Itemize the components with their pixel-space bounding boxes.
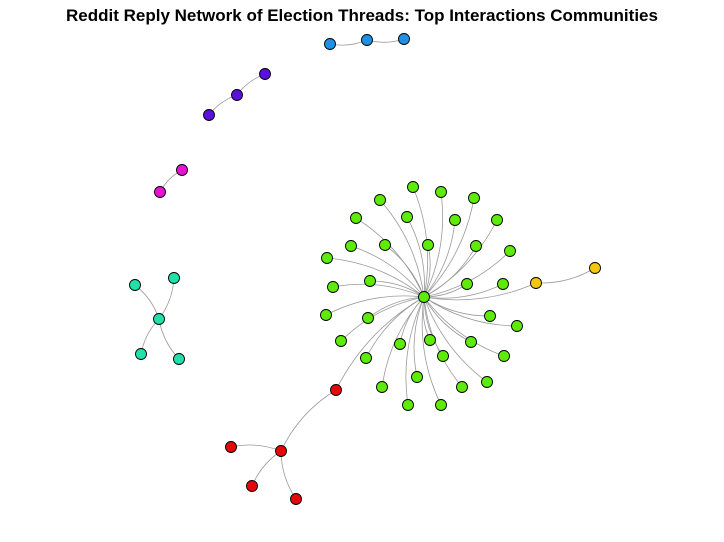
node-purple (203, 109, 215, 121)
edge (381, 296, 425, 388)
edge (423, 219, 456, 298)
node-green (497, 278, 509, 290)
node-green (360, 352, 372, 364)
edge (379, 199, 425, 298)
edge (326, 257, 425, 298)
node-green (491, 214, 503, 226)
node-green (465, 336, 477, 348)
edge (423, 245, 477, 298)
node-green (424, 334, 436, 346)
node-purple (231, 89, 243, 101)
node-green (449, 214, 461, 226)
node-magenta (176, 164, 188, 176)
node-purple (259, 68, 271, 80)
edge (423, 191, 444, 298)
node-red (330, 384, 342, 396)
node-green (379, 239, 391, 251)
node-magenta (154, 186, 166, 198)
edge (423, 296, 505, 357)
node-green (422, 239, 434, 251)
edge (423, 197, 475, 298)
node-green (470, 240, 482, 252)
node-green (402, 399, 414, 411)
node-red (275, 445, 287, 457)
node-teal (168, 272, 180, 284)
node-green (394, 338, 406, 350)
node-yellow (589, 262, 601, 274)
node-blue (324, 38, 336, 50)
node-green (481, 376, 493, 388)
edges-layer (134, 38, 596, 500)
node-green (435, 186, 447, 198)
edge (350, 245, 425, 298)
edge (134, 284, 160, 320)
node-red (225, 441, 237, 453)
edge (251, 450, 282, 487)
edge (423, 296, 472, 343)
edge (365, 296, 425, 359)
node-green (484, 310, 496, 322)
node-green (401, 211, 413, 223)
edge (325, 295, 425, 316)
node-green (468, 192, 480, 204)
edge (369, 280, 425, 298)
node-teal (153, 313, 165, 325)
node-green (504, 245, 516, 257)
graph-title: Reddit Reply Network of Election Threads… (66, 6, 658, 25)
node-green (320, 309, 332, 321)
edge (384, 244, 425, 298)
node-green (376, 381, 388, 393)
node-green (345, 240, 357, 252)
node-red (290, 493, 302, 505)
node-yellow (530, 277, 542, 289)
edge (280, 389, 337, 452)
nodes-layer (129, 33, 601, 505)
edge (158, 277, 175, 320)
edge (423, 250, 511, 298)
edge (423, 282, 537, 301)
node-green (374, 194, 386, 206)
edge (355, 217, 425, 298)
node-green (335, 335, 347, 347)
node-blue (398, 33, 410, 45)
edge (405, 296, 425, 406)
node-blue (361, 34, 373, 46)
node-green (327, 281, 339, 293)
edge (423, 296, 463, 388)
node-green (498, 350, 510, 362)
edge (423, 283, 468, 298)
node-green (350, 212, 362, 224)
edge (280, 450, 297, 500)
node-green (362, 312, 374, 324)
edge (421, 296, 442, 406)
node-teal (173, 353, 185, 365)
edge (158, 318, 180, 360)
node-green (364, 275, 376, 287)
edge (406, 216, 425, 298)
node-green (435, 399, 447, 411)
node-green (511, 320, 523, 332)
node-green (321, 252, 333, 264)
edge (423, 296, 518, 327)
node-green (418, 291, 430, 303)
node-green (456, 381, 468, 393)
edge (423, 283, 504, 299)
edge (340, 296, 425, 342)
edge (535, 267, 596, 284)
node-green (407, 181, 419, 193)
node-teal (129, 279, 141, 291)
edge (230, 444, 282, 452)
node-green (461, 278, 473, 290)
edge (423, 296, 488, 383)
node-teal (135, 348, 147, 360)
node-red (246, 480, 258, 492)
edge (335, 296, 425, 391)
node-green (437, 350, 449, 362)
edge (413, 296, 425, 378)
edge (332, 283, 425, 298)
node-green (411, 371, 423, 383)
